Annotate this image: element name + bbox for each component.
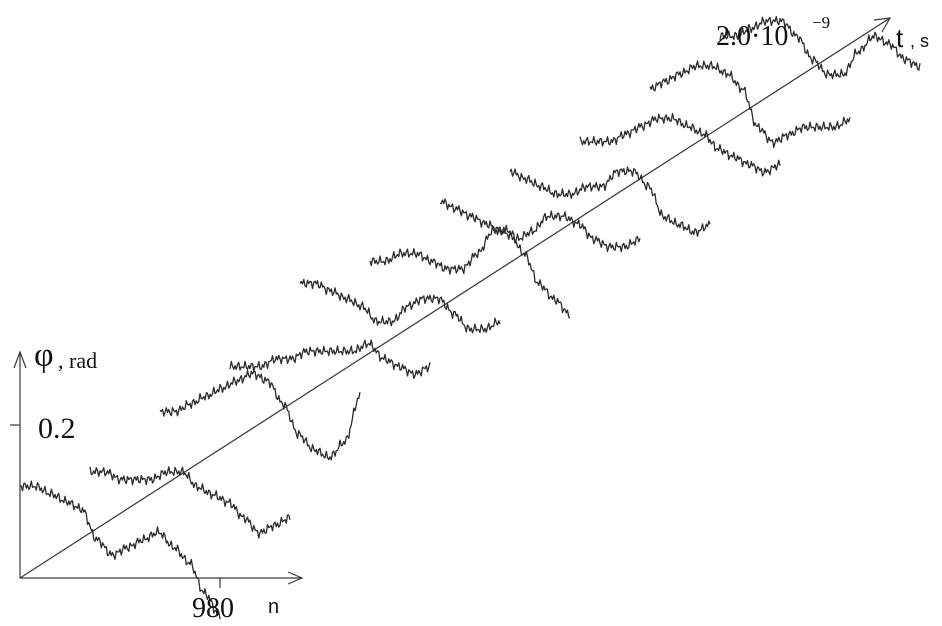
trace-line-3: [159, 370, 361, 461]
trace-line-5: [299, 278, 501, 334]
phi-axis-unit: , rad: [58, 348, 97, 373]
n-axis-arrowhead: [287, 571, 304, 585]
trace-line-6: [369, 224, 571, 319]
t-axis-label: t: [896, 23, 904, 53]
t-axis-arrowhead: [873, 17, 892, 33]
trace-line-8: [509, 166, 711, 237]
n-axis-label: n: [268, 596, 279, 618]
n-tick-label: 980: [192, 593, 234, 624]
trace-group: [19, 15, 921, 620]
trace-line-4: [229, 339, 431, 380]
t-tick-exponent: −9: [812, 13, 830, 32]
trace-line-11: [719, 15, 921, 80]
trace-line-1: [19, 480, 221, 620]
trace-line-2: [89, 466, 291, 539]
phi-axis-arrowhead: [13, 350, 27, 369]
trace-line-7: [439, 198, 641, 253]
phi-tick-label: 0.2: [38, 412, 76, 445]
t-axis: [19, 17, 891, 579]
t-tick-mantissa: 2.0·10: [716, 21, 788, 52]
trace-line-9: [579, 112, 781, 177]
phi-axis-symbol: φ: [34, 337, 54, 374]
t-axis-unit: , s: [910, 31, 929, 51]
trace-line-10: [649, 60, 851, 148]
